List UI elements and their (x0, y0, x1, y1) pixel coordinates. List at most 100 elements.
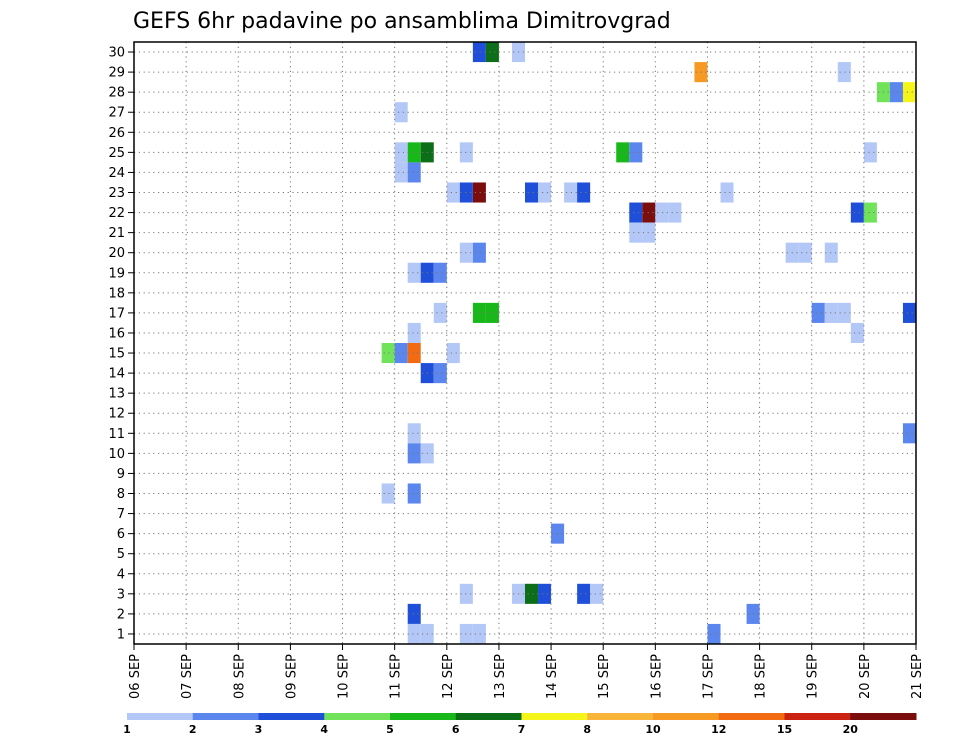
y-tick-label: 30 (108, 46, 125, 61)
x-tick-label: 11 SEP (389, 654, 404, 699)
heatmap-cell (720, 182, 734, 203)
colorbar-swatch (258, 713, 325, 720)
x-tick-label: 15 SEP (597, 654, 612, 699)
y-tick-label: 16 (108, 326, 125, 341)
x-tick-label: 07 SEP (180, 654, 195, 699)
colorbar-swatch (587, 713, 654, 720)
heatmap-cell (837, 302, 851, 323)
heatmap-cell (485, 42, 499, 63)
colorbar-label: 8 (583, 723, 591, 736)
colorbar-swatch (324, 713, 391, 720)
heatmap-cell (394, 162, 408, 183)
y-tick-label: 25 (108, 146, 125, 161)
y-tick-label: 21 (108, 226, 125, 241)
y-tick-label: 23 (108, 186, 125, 201)
chart-title: GEFS 6hr padavine po ansamblima Dimitrov… (133, 9, 671, 34)
heatmap-cell (902, 423, 916, 444)
heatmap-cell (538, 182, 552, 203)
y-tick-label: 14 (108, 367, 125, 382)
colorbar-swatch (850, 713, 917, 720)
heatmap-cell (407, 443, 421, 464)
heatmap-cell (629, 202, 643, 223)
heatmap-cell (394, 142, 408, 163)
heatmap-cell (433, 363, 447, 384)
x-tick-label: 17 SEP (701, 654, 716, 699)
y-tick-label: 17 (108, 306, 125, 321)
heatmap-cell (863, 142, 877, 163)
heatmap-cell (707, 623, 721, 644)
x-tick-label: 09 SEP (284, 654, 299, 699)
x-tick-label: 16 SEP (649, 654, 664, 699)
heatmap-cell (538, 583, 552, 604)
x-tick-label: 08 SEP (232, 654, 247, 699)
colorbar-swatch (784, 713, 851, 720)
colorbar-swatch (521, 713, 588, 720)
y-tick-label: 22 (108, 206, 125, 221)
y-tick-label: 7 (117, 507, 125, 522)
heatmap-cell (407, 483, 421, 504)
heatmap-cell (590, 583, 604, 604)
y-axis: 1234567891011121314151617181920212223242… (108, 46, 134, 642)
y-tick-label: 12 (108, 407, 125, 422)
colorbar-swatch (192, 713, 259, 720)
heatmap-cell (837, 62, 851, 83)
y-tick-label: 19 (108, 266, 125, 281)
heatmap-cell (446, 343, 460, 364)
heatmap-cell (394, 343, 408, 364)
heatmap-cell (407, 603, 421, 624)
colorbar-swatch (718, 713, 785, 720)
heatmap-cell (850, 202, 864, 223)
gridlines (134, 42, 916, 644)
heatmap-cell (577, 182, 591, 203)
y-tick-label: 5 (117, 547, 125, 562)
heatmap-cell (472, 182, 486, 203)
heatmap-cell (655, 202, 669, 223)
heatmap-cell (889, 82, 903, 103)
y-tick-label: 26 (108, 126, 125, 141)
x-tick-label: 13 SEP (493, 654, 508, 699)
heatmap-cell (472, 42, 486, 63)
x-tick-label: 21 SEP (910, 654, 925, 699)
heatmap-cell (407, 322, 421, 343)
y-tick-label: 2 (117, 607, 125, 622)
heatmap-cell (407, 262, 421, 283)
heatmap-cell (629, 222, 643, 243)
colorbar-swatch (455, 713, 522, 720)
x-axis: 06 SEP 07 SEP 08 SEP 09 SEP 10 SEP 11 SEP 12 S… (128, 644, 925, 699)
x-tick-label: 12 SEP (441, 654, 456, 699)
heatmap-cell (668, 202, 682, 223)
y-tick-label: 27 (108, 106, 125, 121)
plot-frame (133, 41, 917, 645)
heatmap-cell (824, 242, 838, 263)
heatmap-cell (902, 82, 916, 103)
y-tick-label: 11 (108, 427, 125, 442)
colorbar-swatch (653, 713, 720, 720)
colorbar-label: 2 (189, 723, 197, 736)
heatmap-cell (407, 142, 421, 163)
colorbar-label: 3 (255, 723, 263, 736)
heatmap-cell (407, 423, 421, 444)
heatmap-cell (472, 302, 486, 323)
heatmap-cell (472, 623, 486, 644)
heatmap-cell (811, 302, 825, 323)
heatmap-cell (394, 102, 408, 123)
heatmap-cell (902, 302, 916, 323)
heatmap-cell (407, 623, 421, 644)
y-tick-label: 8 (117, 487, 125, 502)
heatmap-cell (824, 302, 838, 323)
colorbar-swatch (390, 713, 457, 720)
heatmap-cell (746, 603, 760, 624)
x-tick-label: 20 SEP (858, 654, 873, 699)
heatmap-cell (433, 302, 447, 323)
y-tick-label: 3 (117, 587, 125, 602)
colorbar-label: 7 (518, 723, 526, 736)
colorbar-label: 15 (777, 723, 792, 736)
colorbar-label: 1 (123, 723, 131, 736)
heatmap-cell (407, 162, 421, 183)
colorbar-label: 12 (711, 723, 726, 736)
heatmap-cell (850, 322, 864, 343)
y-tick-label: 15 (108, 347, 125, 362)
y-tick-label: 29 (108, 66, 125, 81)
heatmap-cell (564, 182, 578, 203)
